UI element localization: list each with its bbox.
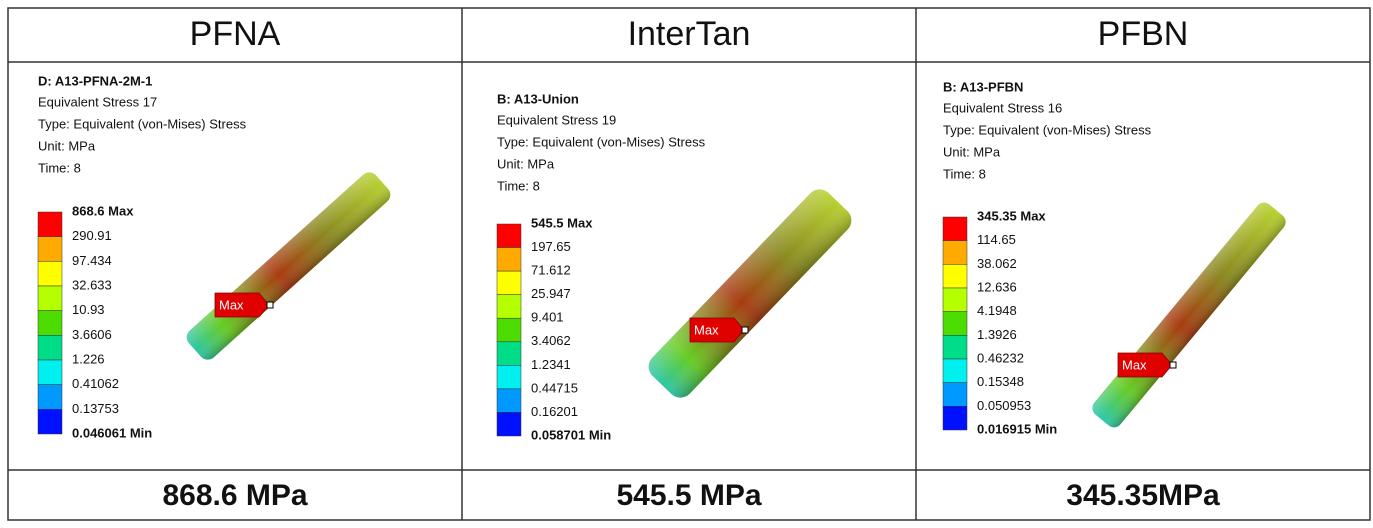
panel-info: Unit: MPa xyxy=(38,138,96,153)
max-tag-label: Max xyxy=(1122,357,1147,372)
legend-label: 71.612 xyxy=(531,263,571,278)
legend-label: 0.13753 xyxy=(72,401,119,416)
panel-info: Unit: MPa xyxy=(943,144,1001,159)
column-header: PFNA xyxy=(190,15,281,53)
legend-label: 345.35 Max xyxy=(977,208,1046,223)
legend-label: 1.2341 xyxy=(531,357,571,372)
legend-label: 114.65 xyxy=(977,232,1016,247)
column-header: InterTan xyxy=(628,15,751,53)
panel-title: D: A13-PFNA-2M-1 xyxy=(38,73,152,88)
panel-title: B: A13-PFBN xyxy=(943,79,1023,94)
legend-label: 38.062 xyxy=(977,256,1017,271)
legend-label: 197.65 xyxy=(531,239,571,254)
page: PFNA InterTan PFBN 868.6 MPa 545.5 MPa 345.35… xyxy=(0,0,1373,523)
legend-band xyxy=(38,286,62,311)
legend-band xyxy=(497,224,521,248)
legend-label: 32.633 xyxy=(72,277,112,292)
max-point xyxy=(267,302,273,308)
legend-label: 10.93 xyxy=(72,302,105,317)
legend-label: 0.41062 xyxy=(72,376,119,391)
legend-band xyxy=(497,295,521,319)
legend-label: 4.1948 xyxy=(977,303,1017,318)
legend-label: 868.6 Max xyxy=(72,203,134,218)
legend-label: 0.16201 xyxy=(531,404,578,419)
legend-band xyxy=(38,360,62,385)
legend-label: 0.058701 Min xyxy=(531,427,611,442)
figure-table: PFNA InterTan PFBN 868.6 MPa 545.5 MPa 345.35… xyxy=(0,0,1373,523)
legend-label: 12.636 xyxy=(977,279,1017,294)
panel-info: Equivalent Stress 17 xyxy=(38,94,157,109)
max-tag-label: Max xyxy=(694,322,719,337)
max-tag-label: Max xyxy=(219,297,244,312)
implant-model xyxy=(183,169,394,364)
max-point xyxy=(1170,362,1176,368)
legend-label: 9.401 xyxy=(531,310,564,325)
legend-label: 0.15348 xyxy=(977,374,1024,389)
legend-label: 290.91 xyxy=(72,228,112,243)
legend-label: 0.016915 Min xyxy=(977,421,1057,436)
legend-label: 3.6606 xyxy=(72,327,112,342)
legend-label: 1.3926 xyxy=(977,327,1017,342)
implant-shading xyxy=(643,184,856,403)
result-value: 345.35MPa xyxy=(1066,479,1220,512)
legend-band xyxy=(943,383,967,407)
panel-info: Time: 8 xyxy=(497,178,540,193)
legend-label: 0.050953 xyxy=(977,398,1031,413)
legend-band xyxy=(943,241,967,265)
result-value: 545.5 MPa xyxy=(616,479,761,512)
legend-band xyxy=(943,335,967,359)
legend-label: 545.5 Max xyxy=(531,215,593,230)
legend-band xyxy=(38,261,62,286)
legend-band xyxy=(38,212,62,237)
panel-info: Time: 8 xyxy=(943,166,986,181)
legend-band xyxy=(38,385,62,410)
panel-info: Equivalent Stress 19 xyxy=(497,112,616,127)
max-point xyxy=(742,327,748,333)
legend-band xyxy=(497,342,521,366)
legend-band xyxy=(38,409,62,434)
legend-label: 0.046061 Min xyxy=(72,425,152,440)
panel-info: Type: Equivalent (von-Mises) Stress xyxy=(497,134,706,149)
legend-band xyxy=(497,365,521,389)
implant-model xyxy=(1089,199,1289,431)
legend-band xyxy=(38,335,62,360)
panel-info: Type: Equivalent (von-Mises) Stress xyxy=(38,116,247,131)
legend-label: 1.226 xyxy=(72,351,105,366)
implant-shading xyxy=(183,169,394,364)
implant-model xyxy=(643,184,856,403)
legend-label: 0.46232 xyxy=(977,350,1024,365)
legend-band xyxy=(38,311,62,336)
legend-band xyxy=(38,237,62,262)
panel-info: Time: 8 xyxy=(38,160,81,175)
legend-band xyxy=(497,318,521,342)
legend-band xyxy=(943,264,967,288)
legend-label: 97.434 xyxy=(72,253,112,268)
panel-info: Equivalent Stress 16 xyxy=(943,100,1062,115)
panel-info: Unit: MPa xyxy=(497,156,555,171)
result-value: 868.6 MPa xyxy=(162,479,307,512)
legend-band xyxy=(497,248,521,272)
legend-label: 0.44715 xyxy=(531,380,578,395)
table-borders xyxy=(8,8,1370,520)
panel-title: B: A13-Union xyxy=(497,91,579,106)
legend-band xyxy=(943,312,967,336)
legend-band xyxy=(497,271,521,295)
legend-band xyxy=(497,389,521,413)
legend-label: 25.947 xyxy=(531,286,571,301)
legend-band xyxy=(943,217,967,241)
column-header: PFBN xyxy=(1098,15,1189,53)
legend-band xyxy=(943,288,967,312)
legend-band xyxy=(943,359,967,383)
legend-label: 3.4062 xyxy=(531,333,571,348)
implant-shading xyxy=(1089,199,1289,431)
panel-info: Type: Equivalent (von-Mises) Stress xyxy=(943,122,1152,137)
legend-band xyxy=(497,412,521,436)
legend-band xyxy=(943,406,967,430)
